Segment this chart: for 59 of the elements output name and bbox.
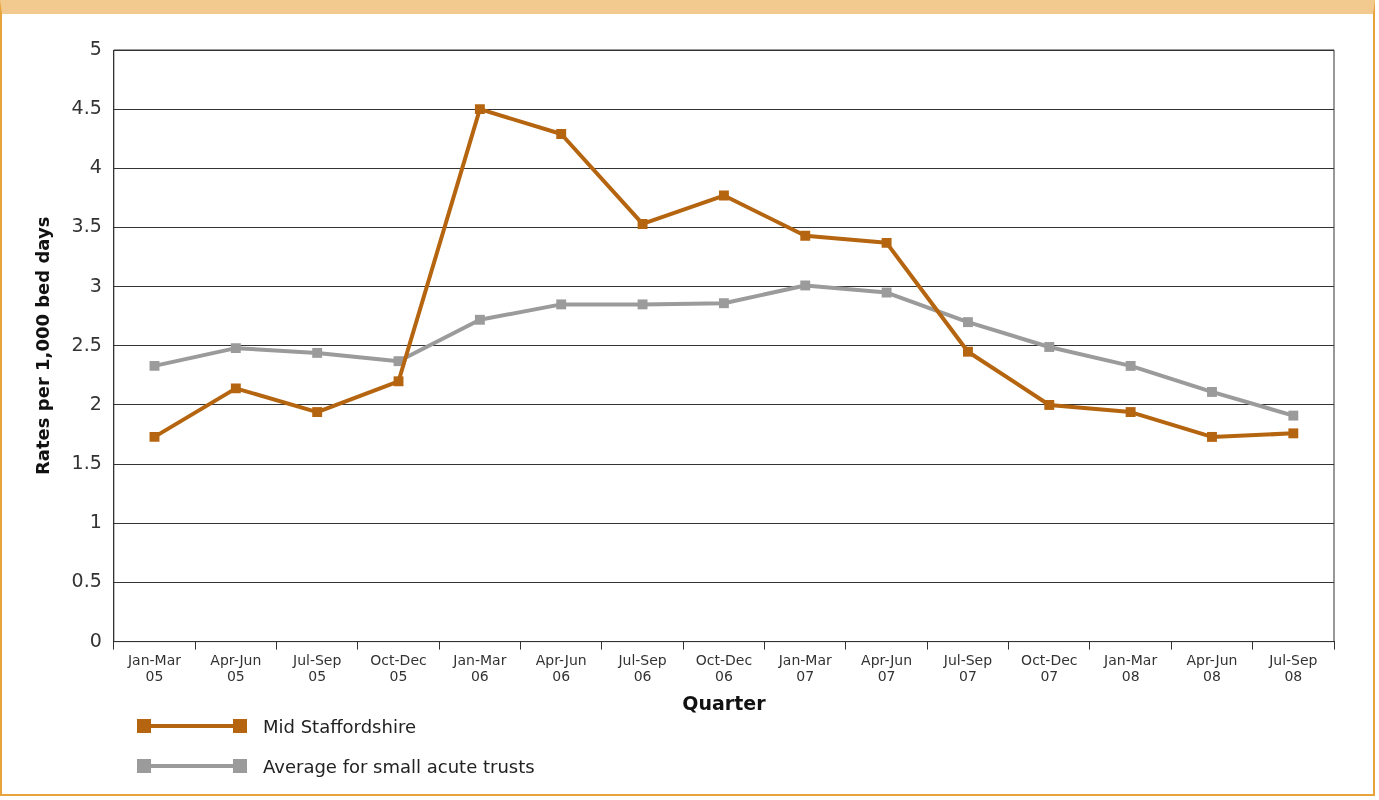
y-tick-label: 0: [89, 628, 102, 651]
point: [1044, 400, 1055, 410]
point: [718, 190, 729, 201]
x-axis-title: Quarter: [682, 691, 767, 714]
point: [149, 360, 160, 371]
x-tick-label: Apr-Jun 07: [861, 651, 913, 685]
y-tick-label: 4.5: [71, 96, 102, 119]
x-tick-label: Jan-Mar 08: [1103, 651, 1158, 685]
x-tick-label: Apr-Jun 06: [535, 651, 587, 685]
point: [963, 317, 973, 328]
x-tick-label: Oct-Dec 05: [370, 651, 427, 685]
x-tick-label: Apr-Jun 05: [210, 651, 262, 685]
x-tick-label: Jan-Mar 06: [452, 651, 507, 685]
x-tick-label: Apr-Jun 08: [1186, 651, 1238, 685]
point: [556, 129, 567, 139]
point: [800, 280, 811, 291]
point: [1288, 410, 1299, 421]
point: [230, 343, 241, 354]
x-tick-label: Jul-Sep 05: [292, 651, 342, 685]
x-tick-label: Oct-Dec 06: [695, 651, 753, 685]
y-tick-label: 5: [89, 36, 102, 59]
point: [963, 346, 973, 357]
point: [800, 230, 811, 241]
point: [474, 104, 485, 115]
point: [1207, 387, 1217, 397]
y-tick-label: 1.5: [71, 451, 102, 474]
y-tick-label: 2: [89, 391, 102, 414]
point: [637, 299, 648, 310]
legend-label: Mid Staffordshire: [263, 715, 416, 737]
x-tick-label: Jul-Sep 06: [617, 651, 667, 685]
point: [1044, 342, 1055, 352]
point: [230, 383, 241, 394]
point: [881, 287, 892, 298]
point: [881, 237, 892, 248]
x-tick-label: Jan-Mar 07: [777, 651, 833, 685]
point: [312, 347, 323, 358]
point: [556, 299, 567, 310]
point: [474, 314, 485, 325]
point: [393, 376, 404, 387]
point: [637, 218, 648, 229]
point: [1125, 407, 1136, 418]
y-tick-label: 0.5: [71, 569, 102, 592]
y-tick-label: 3.5: [71, 214, 102, 237]
y-axis-title: Rates per 1,000 bed days: [32, 216, 54, 476]
point: [718, 298, 729, 309]
point: [1288, 428, 1299, 439]
y-tick-label: 3: [89, 273, 102, 296]
point: [1125, 360, 1136, 371]
y-tick-label: 2.5: [71, 332, 102, 355]
point: [1207, 431, 1217, 442]
point: [149, 431, 160, 442]
x-tick-label: Oct-Dec 07: [1021, 651, 1078, 685]
legend-label: Average for small acute trusts: [263, 755, 535, 777]
y-tick-label: 4: [89, 155, 102, 178]
x-tick-label: Jan-Mar 05: [126, 651, 182, 685]
point: [312, 407, 323, 418]
x-tick-label: Jul-Sep 07: [942, 651, 993, 685]
y-tick-label: 1: [89, 510, 102, 533]
x-tick-label: Jul-Sep 08: [1268, 651, 1318, 685]
